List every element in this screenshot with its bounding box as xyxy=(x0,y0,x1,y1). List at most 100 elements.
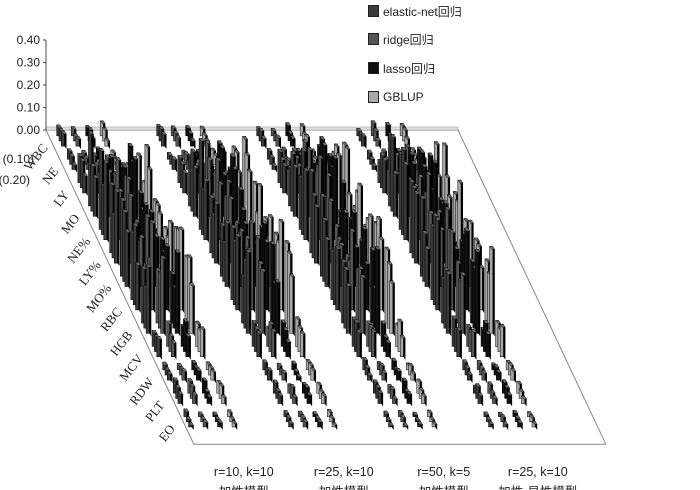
bar-plt-s1-g3-1-top xyxy=(489,389,496,394)
bar-lypct-s0-g3-2-top xyxy=(414,190,420,195)
bar-nepct-s1-g0-2-top xyxy=(117,188,124,192)
bar-lypct-s3-g3-2-top xyxy=(457,179,464,184)
bar-ne-s0-g2-2 xyxy=(271,162,278,173)
bar-rdw-s2-g3-1-top xyxy=(493,364,500,368)
bar-nepct-s0-g0-2-front xyxy=(103,159,108,240)
bar-wbc-s2-g1-1-top xyxy=(187,130,194,134)
bar-mcv-s2-g1-0-top xyxy=(280,319,287,324)
bar-hgb-s0-g2-2-top xyxy=(345,283,352,287)
bar-plt-s1-g0-0-top xyxy=(187,378,194,382)
bar-lypct-s0-g3-0-top xyxy=(409,179,416,183)
bar-mo-s2-g3-1-top xyxy=(419,149,426,154)
bar-rbc-s1-g3-2-top xyxy=(449,229,456,233)
bar-plt-s1-g2-2-top xyxy=(392,395,398,400)
bar-ly-s0-g1-1-top xyxy=(179,160,186,165)
bar-mopct-s0-g1-2-front xyxy=(224,220,229,287)
bar-plt-s3-g2-2-side xyxy=(424,393,427,407)
bar-rdw-s1-g0-2 xyxy=(181,368,188,384)
bar-wbc-s1-g2-0-top xyxy=(270,128,277,132)
bar-lypct-s3-g1-2-top xyxy=(257,183,264,187)
bar-rbc-s1-g2-2 xyxy=(349,228,356,313)
bar-mcv-s0-g3-2 xyxy=(456,327,463,360)
bar-eo-s2-g1-0-top xyxy=(312,411,319,415)
bar-ne-s0-g1-2-top xyxy=(171,156,178,160)
bar-wbc-s2-g2-2-side xyxy=(293,135,296,150)
bar-mopct-s0-g3-2-front xyxy=(424,245,429,287)
bar-wbc-s1-g3-0-top xyxy=(370,120,377,124)
bar-eo-s2-g2-2-top xyxy=(417,421,423,425)
bar-mcv-s0-g2-2 xyxy=(356,329,363,360)
bar-wbc-s0-g2-2-side xyxy=(264,135,267,150)
bar-mcv-s3-g2-1-top xyxy=(397,318,404,323)
bar-mcv-s3-g3-0-top xyxy=(495,320,502,324)
bar-nepct-s1-g2-2-top xyxy=(317,155,324,159)
bar-hgb-s3-g1-2-side xyxy=(292,273,295,337)
bar-mo-s0-g2-2 xyxy=(292,164,299,220)
bar-rdw-s3-g0-1-top xyxy=(208,365,214,369)
bar-plt-s3-g1-0-top xyxy=(316,381,323,386)
bar-wbc-s1-g0-2-top xyxy=(75,136,82,140)
bar-mcv-s1-g1-2-side xyxy=(274,328,277,360)
bar-rbc-s0-g0-1-top xyxy=(132,223,139,227)
bar-lypct-s0-g3-2-side xyxy=(417,190,420,267)
bar-eo-s3-g2-2 xyxy=(431,421,438,430)
category-label-ne: NE xyxy=(39,164,62,187)
bar-lypct-s1-g0-1-top xyxy=(126,176,132,180)
bar-mcv-s1-g2-2-top xyxy=(370,329,377,333)
bar-rdw-s0-g3-0-top xyxy=(462,359,469,363)
bar-mo-s2-g3-2-top xyxy=(421,163,428,168)
bar-ly-s0-g3-1-top xyxy=(379,152,386,157)
bar-rdw-s3-g0-2-side xyxy=(214,369,217,384)
bar-eo-s3-g2-2-top xyxy=(431,421,438,425)
bar-lypct-s3-g0-1-top xyxy=(155,202,161,206)
bar-hgb-s1-g1-2-side xyxy=(263,268,266,337)
bar-eo-s1-g2-1 xyxy=(400,414,407,425)
bar-plt-s2-g1-2-top xyxy=(306,392,313,396)
bar-nepct-s0-g3-2-front xyxy=(403,161,408,240)
bar-ne-s0-g3-2 xyxy=(371,162,378,173)
bar-eo-s2-g1-2-top xyxy=(317,419,323,423)
bar-lypct-s0-g1-2 xyxy=(214,200,220,267)
bar-eo-s0-g2-2 xyxy=(388,422,394,430)
bar-ly-s0-g2-2-side xyxy=(285,163,288,196)
bar-lypct-s1-g1-2-top xyxy=(228,196,235,200)
bar-mcv-s3-g1-2-side xyxy=(303,331,306,360)
bar-plt-s0-g3-2-top xyxy=(477,392,484,397)
bar-mo-s0-g0-0-top xyxy=(88,130,94,135)
bar-plt-s1-g3-2-top xyxy=(492,395,498,399)
bar-nepct-s2-g1-2-top xyxy=(232,166,239,170)
bar-mcv-s3-g3-2-front xyxy=(499,324,504,357)
bar-hgb-s1-g3-2-front xyxy=(460,272,465,334)
bar-hgb-s2-g0-2-top xyxy=(174,249,181,253)
chart-back-wall xyxy=(45,126,459,131)
bar-hgb-s3-g2-2-top xyxy=(389,280,396,284)
bar-rdw-s1-g3-0-top xyxy=(476,360,483,364)
bar-rbc-s2-g2-2 xyxy=(364,260,370,313)
bar-ly-s0-g3-2-top xyxy=(382,157,388,161)
bar-mcv-s1-g1-2 xyxy=(270,328,277,360)
bar-mo-s2-g1-1-top xyxy=(219,145,226,149)
bar-mcv-s0-g3-0-top xyxy=(451,315,458,320)
bar-ne-s0-g2-0-top xyxy=(266,148,273,152)
bar-rbc-s0-g3-2-top xyxy=(435,217,441,221)
bar-rbc-s0-g3-2 xyxy=(435,216,441,313)
bar-eo-s2-g1-2 xyxy=(317,418,323,430)
bar-mo-s0-g1-2-front xyxy=(192,165,197,217)
bar-hgb-s1-g2-1-top xyxy=(358,266,364,270)
bar-wbc-s0-g1-2-side xyxy=(164,131,167,150)
bar-rdw-s0-g3-1-top xyxy=(464,365,471,369)
bar-wbc-s1-g1-1-top xyxy=(173,130,179,134)
bar-mo-s0-g0-2-front xyxy=(92,174,97,217)
bar-rdw-s1-g3-1-top xyxy=(479,365,485,369)
bar-ly-s0-g0-2-top xyxy=(82,172,88,177)
bar-wbc-s3-g3-0-top xyxy=(399,123,406,127)
bar-mcv-s1-g3-0-top xyxy=(466,324,473,328)
bar-mcv-s3-g3-2 xyxy=(499,324,506,360)
bar-lypct-s2-g2-2-top xyxy=(343,209,349,214)
bar-mcv-s1-g2-2-side xyxy=(374,329,377,360)
bar-rdw-s3-g2-2 xyxy=(410,370,417,384)
bar-mo-s2-g1-2-top xyxy=(221,171,228,176)
bar-mcv-s3-g2-2-side xyxy=(403,335,406,360)
bar-mcv-s3-g0-2-front xyxy=(199,326,204,357)
bar-eo-s2-g3-2 xyxy=(517,419,523,430)
